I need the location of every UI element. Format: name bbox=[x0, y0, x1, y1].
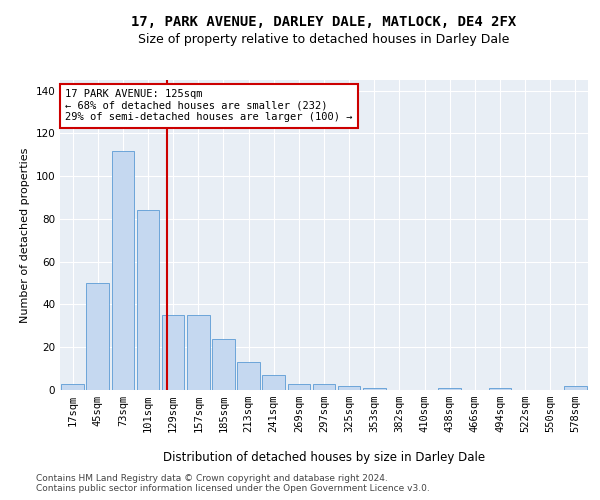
Bar bbox=[564, 386, 587, 390]
Bar bbox=[363, 388, 386, 390]
Bar bbox=[137, 210, 160, 390]
Text: 17 PARK AVENUE: 125sqm
← 68% of detached houses are smaller (232)
29% of semi-de: 17 PARK AVENUE: 125sqm ← 68% of detached… bbox=[65, 90, 353, 122]
Bar bbox=[162, 315, 184, 390]
Bar bbox=[287, 384, 310, 390]
Bar bbox=[61, 384, 84, 390]
Bar bbox=[187, 315, 209, 390]
Text: Size of property relative to detached houses in Darley Dale: Size of property relative to detached ho… bbox=[139, 32, 509, 46]
Bar bbox=[112, 150, 134, 390]
Bar bbox=[86, 283, 109, 390]
Text: Contains public sector information licensed under the Open Government Licence v3: Contains public sector information licen… bbox=[36, 484, 430, 493]
Y-axis label: Number of detached properties: Number of detached properties bbox=[20, 148, 30, 322]
Bar bbox=[212, 338, 235, 390]
Bar bbox=[262, 375, 285, 390]
Text: Contains HM Land Registry data © Crown copyright and database right 2024.: Contains HM Land Registry data © Crown c… bbox=[36, 474, 388, 483]
Text: 17, PARK AVENUE, DARLEY DALE, MATLOCK, DE4 2FX: 17, PARK AVENUE, DARLEY DALE, MATLOCK, D… bbox=[131, 15, 517, 29]
Bar bbox=[313, 384, 335, 390]
Bar bbox=[237, 362, 260, 390]
Bar bbox=[439, 388, 461, 390]
Text: Distribution of detached houses by size in Darley Dale: Distribution of detached houses by size … bbox=[163, 451, 485, 464]
Bar bbox=[338, 386, 361, 390]
Bar bbox=[488, 388, 511, 390]
